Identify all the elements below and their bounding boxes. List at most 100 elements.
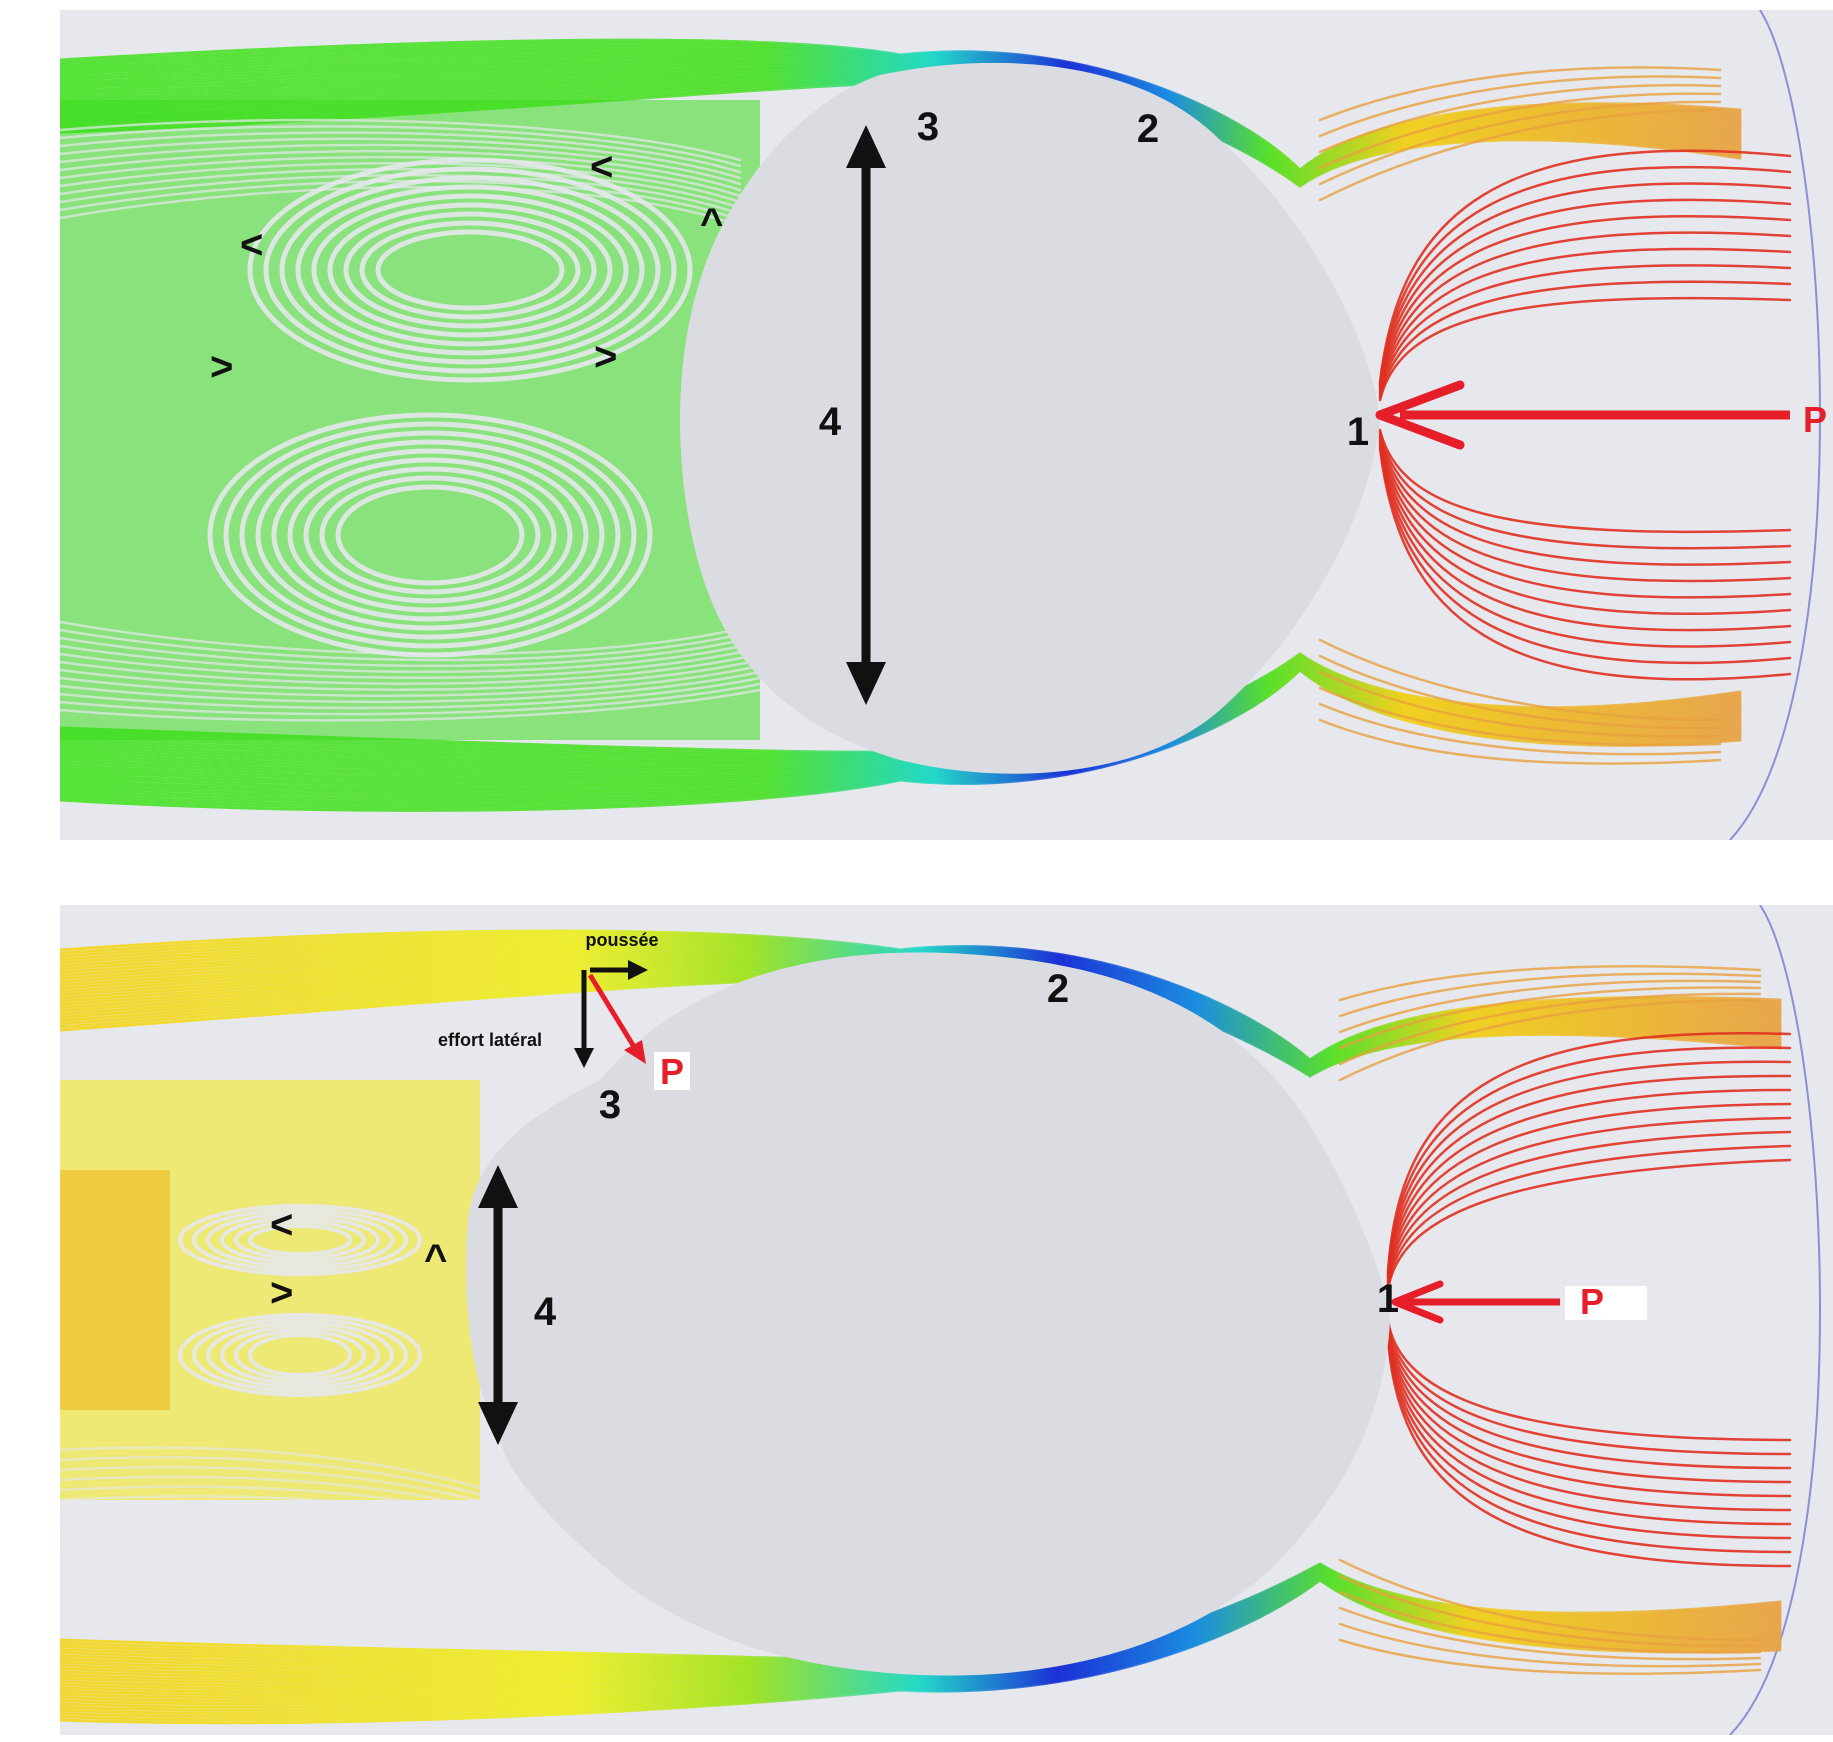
streamline [60, 1446, 522, 1502]
streamline [60, 1523, 522, 1550]
top-panel [60, 10, 1833, 840]
streamline [1318, 670, 1722, 738]
streamline [60, 652, 762, 685]
vortex-ring [279, 175, 661, 365]
streamline [60, 658, 762, 691]
vortex-ring [248, 1333, 353, 1377]
vortex-ring [263, 166, 677, 374]
streamline [60, 646, 762, 679]
streamline [1318, 66, 1722, 122]
vortex-arrow: > [210, 345, 233, 389]
streamline [60, 179, 742, 222]
label-dimension-4: 4 [534, 1290, 557, 1334]
streamline [60, 149, 742, 192]
streamline [60, 640, 762, 674]
streamline [1318, 718, 1722, 765]
vortex-ring [220, 1325, 381, 1385]
streamline [1378, 432, 1792, 566]
streamline [1386, 1102, 1792, 1284]
vortex-ring [178, 1313, 423, 1397]
streamline [60, 1514, 522, 1544]
top-annotations: 4 3 2 1 P < < > > ^ [210, 105, 1827, 705]
vortex-ring [206, 1212, 395, 1268]
streamline [1386, 1144, 1792, 1290]
streamline [1378, 436, 1792, 599]
streamline [1378, 198, 1792, 390]
streamline [60, 1456, 522, 1508]
vortex-ring [206, 1321, 395, 1389]
streamline [1318, 638, 1722, 722]
streamline [1338, 1574, 1762, 1648]
streamline [60, 137, 742, 180]
streamline [60, 1485, 522, 1526]
streamline [60, 155, 742, 198]
vortex-ring [319, 475, 541, 595]
streamline [1386, 1328, 1792, 1512]
vortex-ring [311, 193, 629, 347]
vortex-arrow: < [590, 145, 613, 189]
streamline [60, 676, 762, 710]
streamline [1378, 428, 1792, 534]
vortex-ring [239, 430, 621, 640]
streamline [60, 125, 742, 168]
streamline [1318, 75, 1722, 138]
streamline [1338, 998, 1762, 1082]
streamline [1386, 1060, 1792, 1278]
streamline [1378, 165, 1792, 386]
top-wake-vortices [60, 100, 762, 740]
streamline [1318, 108, 1722, 202]
vortex-ring [375, 229, 565, 311]
label-point-3: 3 [917, 105, 939, 149]
bottom-wake-vortices [60, 1080, 522, 1568]
label-point-1: 1 [1377, 1277, 1399, 1321]
vortex-ring [327, 202, 613, 338]
vortex-ring [271, 448, 589, 622]
label-thrust: poussée [585, 930, 658, 950]
side-force-arrowhead [574, 1048, 594, 1068]
pressure-label-box [1565, 1286, 1647, 1320]
streamline [60, 185, 742, 228]
streamline [1378, 214, 1792, 392]
pressure-arrow-at-3 [587, 973, 639, 1052]
streamline [60, 688, 762, 722]
streamline [1386, 1158, 1792, 1292]
streamline [1378, 231, 1792, 394]
streamline [60, 1504, 522, 1538]
vortex-ring [234, 1220, 367, 1260]
streamline [1386, 1336, 1792, 1568]
streamline [1378, 264, 1792, 398]
streamline [1386, 1334, 1792, 1554]
vortex-ring [178, 1204, 423, 1276]
streamline [1338, 986, 1762, 1050]
streamline [1338, 965, 1762, 1002]
streamline [60, 167, 742, 210]
streamline [60, 118, 742, 162]
streamline [1386, 1322, 1792, 1470]
streamline [1318, 654, 1722, 730]
thrust-arrowhead [628, 960, 648, 980]
pressure-arrowhead-at-3 [624, 1040, 646, 1064]
vortex-ring [255, 439, 605, 631]
vortex-ring [223, 421, 637, 649]
streamline [1378, 430, 1792, 550]
streamline [1378, 434, 1792, 583]
streamline [1378, 442, 1792, 648]
streamline [1386, 1074, 1792, 1280]
label-dimension-4: 4 [819, 400, 842, 444]
vortex-ring [335, 484, 525, 586]
vortex-ring [343, 211, 597, 329]
dimension-arrowhead-down [478, 1402, 518, 1445]
streamline [1386, 1032, 1792, 1274]
label-side-force: effort latéral [438, 1030, 542, 1050]
streamline [1386, 1332, 1792, 1540]
streamline [1338, 992, 1762, 1066]
streamline [1386, 1116, 1792, 1286]
vortex-ring [207, 412, 653, 658]
dimension-arrowhead-up [846, 125, 886, 168]
streamline [1378, 444, 1792, 665]
streamline [60, 670, 762, 704]
top-stagnation-streamlines [1318, 66, 1792, 765]
label-point-3: 3 [599, 1083, 621, 1127]
streamline [60, 682, 762, 716]
streamline [1386, 1330, 1792, 1526]
